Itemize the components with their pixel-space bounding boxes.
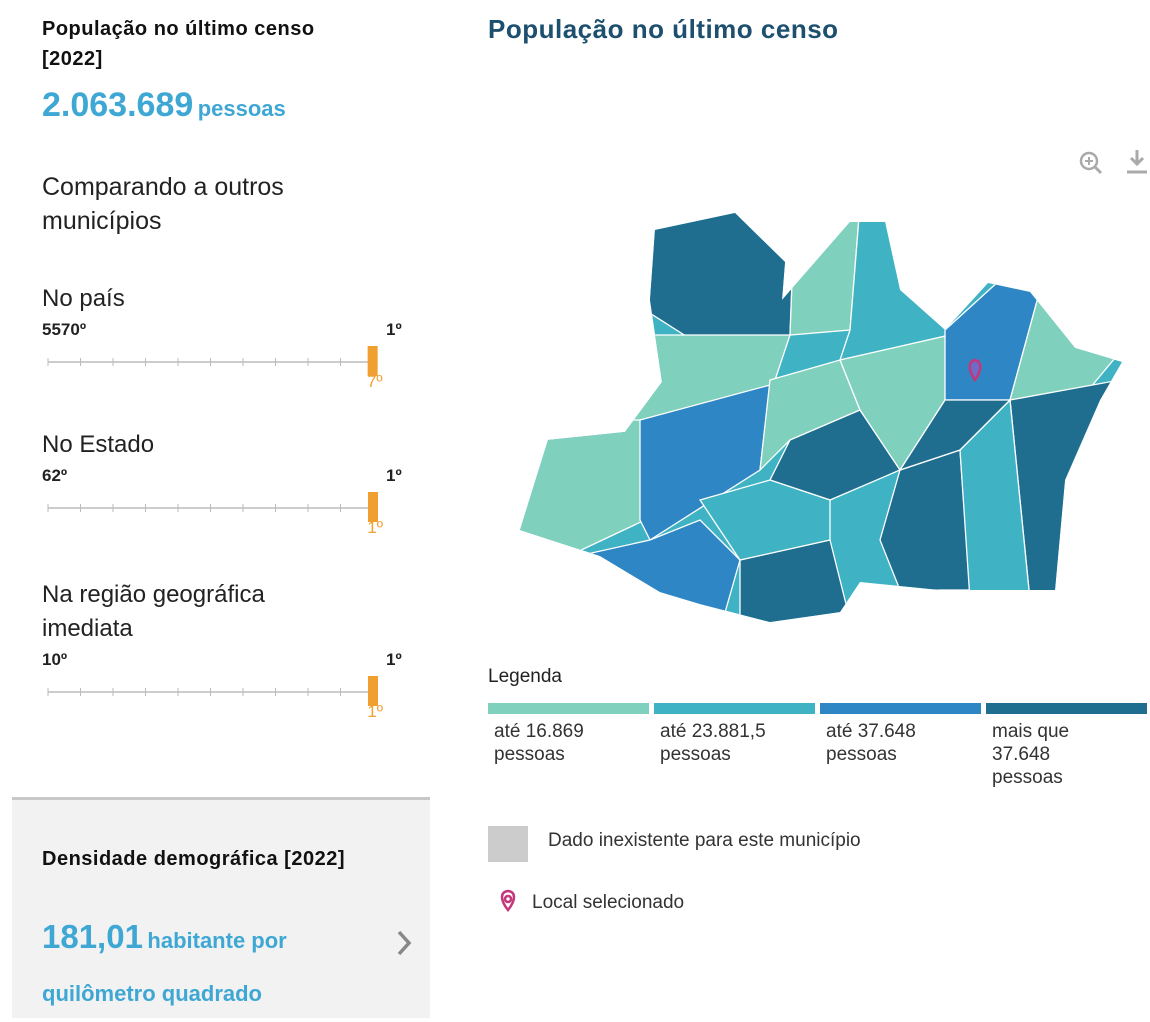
map	[520, 213, 1122, 622]
density-unit: habitante por quilômetro quadrado	[42, 928, 287, 1006]
density-title: Densidade demográfica [2022]	[42, 848, 345, 870]
ranking-label: No Estado	[42, 431, 155, 458]
rank-marker	[368, 676, 378, 706]
summary-value: 2.063.689	[42, 86, 194, 124]
missing-swatch	[488, 826, 528, 862]
rank-max: 1º	[386, 650, 402, 669]
region	[698, 479, 831, 561]
rank-min: 62º	[42, 466, 68, 485]
rank-slider	[47, 346, 378, 376]
chevron	[397, 930, 412, 956]
summary-title: População no último censo [2022]	[42, 18, 315, 70]
legend-swatch	[488, 703, 649, 714]
summary-unit: pessoas	[197, 96, 286, 121]
density-value: 181,01	[42, 918, 143, 955]
density-card[interactable]: Densidade demográfica [2022] 181,01 habi…	[12, 797, 430, 1018]
rank-slider	[47, 492, 378, 522]
legend-label: até 16.869 pessoas	[494, 721, 584, 765]
density-value-row: 181,01 habitante por quilômetro quadrado	[42, 912, 382, 1022]
ranking-label: No país	[42, 285, 125, 312]
selected-pin[interactable]	[968, 358, 982, 383]
region	[898, 399, 1012, 472]
map-tools[interactable]	[1075, 148, 1150, 178]
missing-label: Dado inexistente para este município	[548, 830, 861, 851]
rank-min: 5570º	[42, 320, 87, 339]
map-title: População no último censo	[488, 14, 839, 44]
legend-swatch	[986, 703, 1147, 714]
ranking-label: Na região geográfica imediata	[42, 581, 265, 642]
rank-value: 7º	[366, 372, 383, 391]
rank-max: 1º	[386, 320, 402, 339]
legend-label: até 37.648 pessoas	[826, 721, 916, 765]
rank-max: 1º	[386, 466, 402, 485]
rank-value: 1º	[367, 518, 383, 537]
legend-swatch	[820, 703, 981, 714]
selected-icon	[500, 889, 516, 913]
selected-label: Local selecionado	[532, 892, 685, 913]
legend-swatch	[654, 703, 815, 714]
rank-marker	[368, 492, 378, 522]
rank-slider	[47, 676, 378, 706]
rank-marker	[367, 346, 378, 376]
region	[789, 213, 861, 336]
region	[769, 409, 901, 501]
summary-value-row: 2.063.689 pessoas	[42, 86, 286, 125]
legend-title: Legenda	[488, 666, 562, 687]
rank-min: 10º	[42, 650, 68, 669]
comparison-heading: Comparando a outros municípios	[42, 173, 284, 235]
rank-value: 1º	[367, 702, 383, 721]
legend-label: até 23.881,5 pessoas	[660, 721, 766, 765]
legend-label: mais que 37.648 pessoas	[992, 721, 1070, 788]
